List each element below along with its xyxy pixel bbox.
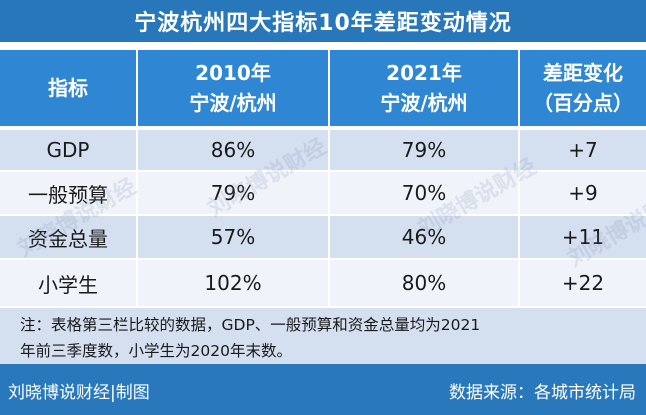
cell-change: +9 xyxy=(568,181,598,205)
cell-change: +11 xyxy=(561,225,605,249)
table-row: GDP 86% 79% +7 xyxy=(0,130,646,170)
footer-source: 数据来源：各城市统计局 xyxy=(449,383,636,403)
cell-indicator: GDP xyxy=(0,130,138,170)
header-2010: 2010年 宁波/杭州 xyxy=(138,50,330,126)
cell-indicator: 小学生 xyxy=(0,260,138,306)
cell-2021: 46% xyxy=(330,216,520,258)
table-row: 小学生 102% 80% +22 xyxy=(0,260,646,306)
note-line-1: 注：表格第三栏比较的数据，GDP、一般预算和资金总量均为2021 xyxy=(20,316,481,334)
header-2010-sub: 宁波/杭州 xyxy=(189,91,277,115)
note-line-2: 年前三季度数，小学生为2020年末数。 xyxy=(20,342,292,360)
footer-credit: 刘晓博说财经|制图 xyxy=(8,383,150,403)
cell-2021: 70% xyxy=(330,172,520,214)
footer-bar: 刘晓博说财经|制图 数据来源：各城市统计局 xyxy=(0,364,646,415)
header-indicator-label: 指标 xyxy=(48,76,88,100)
table-row: 一般预算 79% 70% +9 xyxy=(0,172,646,214)
header-change-unit: （百分点） xyxy=(533,91,633,115)
cell-indicator: 一般预算 xyxy=(0,172,138,214)
cell-2021: 79% xyxy=(330,130,520,170)
cell-2010: 79% xyxy=(138,172,330,214)
cell-change: +22 xyxy=(561,271,605,295)
header-2021-year: 2021年 xyxy=(386,61,462,85)
table-row: 资金总量 57% 46% +11 xyxy=(0,216,646,258)
cell-indicator: 资金总量 xyxy=(0,216,138,258)
cell-2010: 86% xyxy=(138,130,330,170)
table-title: 宁波杭州四大指标10年差距变动情况 xyxy=(0,0,646,42)
header-2010-year: 2010年 xyxy=(195,61,271,85)
header-indicator: 指标 xyxy=(0,50,138,126)
cell-2010: 102% xyxy=(138,260,330,306)
header-change: 差距变化 （百分点） xyxy=(520,50,646,126)
cell-2010: 57% xyxy=(138,216,330,258)
data-table: 指标 2010年 宁波/杭州 2021年 宁波/杭州 差距变化 （百分点） GD… xyxy=(0,50,646,364)
table-header-row: 指标 2010年 宁波/杭州 2021年 宁波/杭州 差距变化 （百分点） xyxy=(0,50,646,126)
cell-change: +7 xyxy=(568,138,598,162)
table-note: 注：表格第三栏比较的数据，GDP、一般预算和资金总量均为2021 年前三季度数，… xyxy=(0,308,646,364)
cell-2021: 80% xyxy=(330,260,520,306)
header-2021-sub: 宁波/杭州 xyxy=(380,91,468,115)
header-2021: 2021年 宁波/杭州 xyxy=(330,50,520,126)
divider xyxy=(0,42,646,50)
header-change-label: 差距变化 xyxy=(543,61,623,85)
